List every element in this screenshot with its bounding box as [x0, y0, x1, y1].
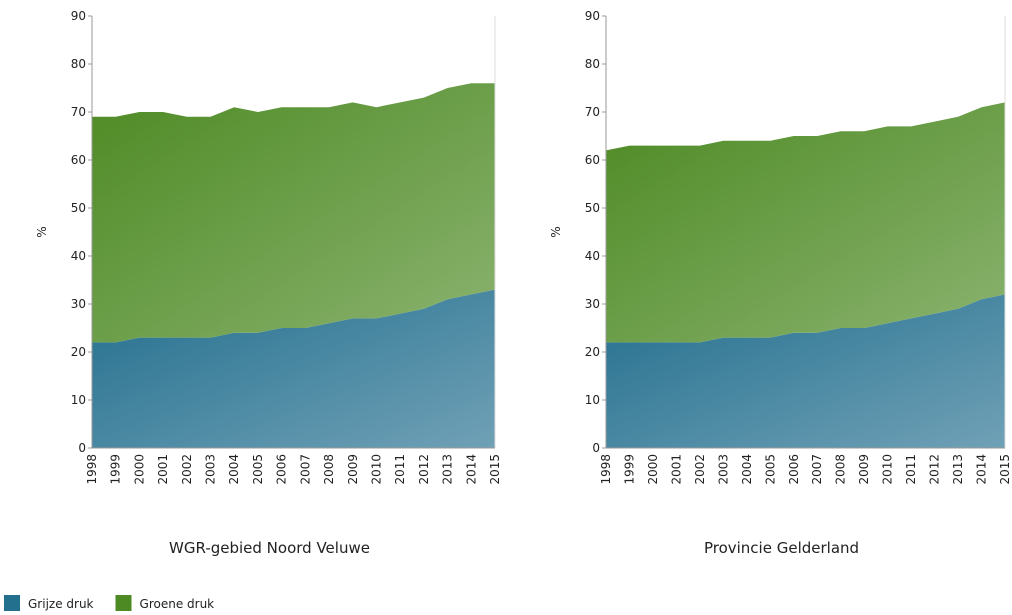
x-tick-label: 1998	[85, 454, 99, 485]
legend-swatch	[4, 595, 20, 611]
x-tick-label: 2006	[787, 454, 801, 485]
x-tick-label: 2005	[763, 454, 777, 485]
x-tick-label: 1999	[109, 454, 123, 485]
y-tick-label: 0	[78, 441, 86, 455]
x-tick-label: 2001	[669, 454, 683, 485]
area	[92, 83, 495, 343]
y-tick-label: 80	[71, 57, 86, 71]
y-axis-label: %	[549, 226, 563, 237]
x-tick-label: 2015	[998, 454, 1012, 485]
x-tick-label: 2010	[369, 454, 383, 485]
x-tick-label: 1998	[599, 454, 613, 485]
y-tick-label: 90	[585, 9, 600, 23]
y-tick-label: 70	[585, 105, 600, 119]
chart-title: WGR-gebied Noord Veluwe	[169, 539, 370, 557]
y-tick-label: 20	[71, 345, 86, 359]
y-tick-label: 10	[585, 393, 600, 407]
y-tick-label: 60	[71, 153, 86, 167]
x-tick-label: 2012	[928, 454, 942, 485]
x-tick-label: 2006	[275, 454, 289, 485]
area	[92, 289, 495, 448]
x-tick-label: 2002	[693, 454, 707, 485]
y-tick-label: 30	[585, 297, 600, 311]
y-tick-label: 20	[585, 345, 600, 359]
y-tick-label: 90	[71, 9, 86, 23]
x-tick-label: 2014	[464, 454, 478, 485]
y-tick-label: 50	[71, 201, 86, 215]
x-tick-label: 2015	[488, 454, 502, 485]
y-tick-label: 50	[585, 201, 600, 215]
x-tick-label: 2007	[810, 454, 824, 485]
y-tick-label: 60	[585, 153, 600, 167]
y-tick-label: 80	[585, 57, 600, 71]
y-tick-label: 30	[71, 297, 86, 311]
y-tick-label: 40	[585, 249, 600, 263]
x-tick-label: 2008	[834, 454, 848, 485]
x-tick-label: 2007	[298, 454, 312, 485]
x-tick-label: 2012	[417, 454, 431, 485]
x-tick-label: 2011	[393, 454, 407, 485]
y-tick-label: 0	[592, 441, 600, 455]
legend-label: Grijze druk	[28, 597, 94, 611]
y-tick-label: 40	[71, 249, 86, 263]
x-tick-label: 2008	[322, 454, 336, 485]
x-tick-label: 2000	[646, 454, 660, 485]
x-tick-label: 2000	[132, 454, 146, 485]
x-tick-label: 2002	[180, 454, 194, 485]
x-tick-label: 2009	[346, 454, 360, 485]
legend-label: Groene druk	[140, 597, 215, 611]
x-tick-label: 2003	[204, 454, 218, 485]
area	[606, 294, 1005, 448]
x-tick-label: 2001	[156, 454, 170, 485]
chart-title: Provincie Gelderland	[704, 539, 859, 557]
x-tick-label: 2005	[251, 454, 265, 485]
x-tick-label: 2013	[951, 454, 965, 485]
x-tick-label: 2013	[441, 454, 455, 485]
x-tick-label: 2003	[716, 454, 730, 485]
x-tick-label: 2010	[881, 454, 895, 485]
x-tick-label: 2014	[975, 454, 989, 485]
y-axis-label: %	[35, 226, 49, 237]
x-tick-label: 2009	[857, 454, 871, 485]
x-tick-label: 2011	[904, 454, 918, 485]
y-tick-label: 70	[71, 105, 86, 119]
x-tick-label: 2004	[227, 454, 241, 485]
area	[606, 102, 1005, 343]
y-tick-label: 10	[71, 393, 86, 407]
x-tick-label: 1999	[622, 454, 636, 485]
x-tick-label: 2004	[740, 454, 754, 485]
legend-swatch	[115, 595, 132, 611]
